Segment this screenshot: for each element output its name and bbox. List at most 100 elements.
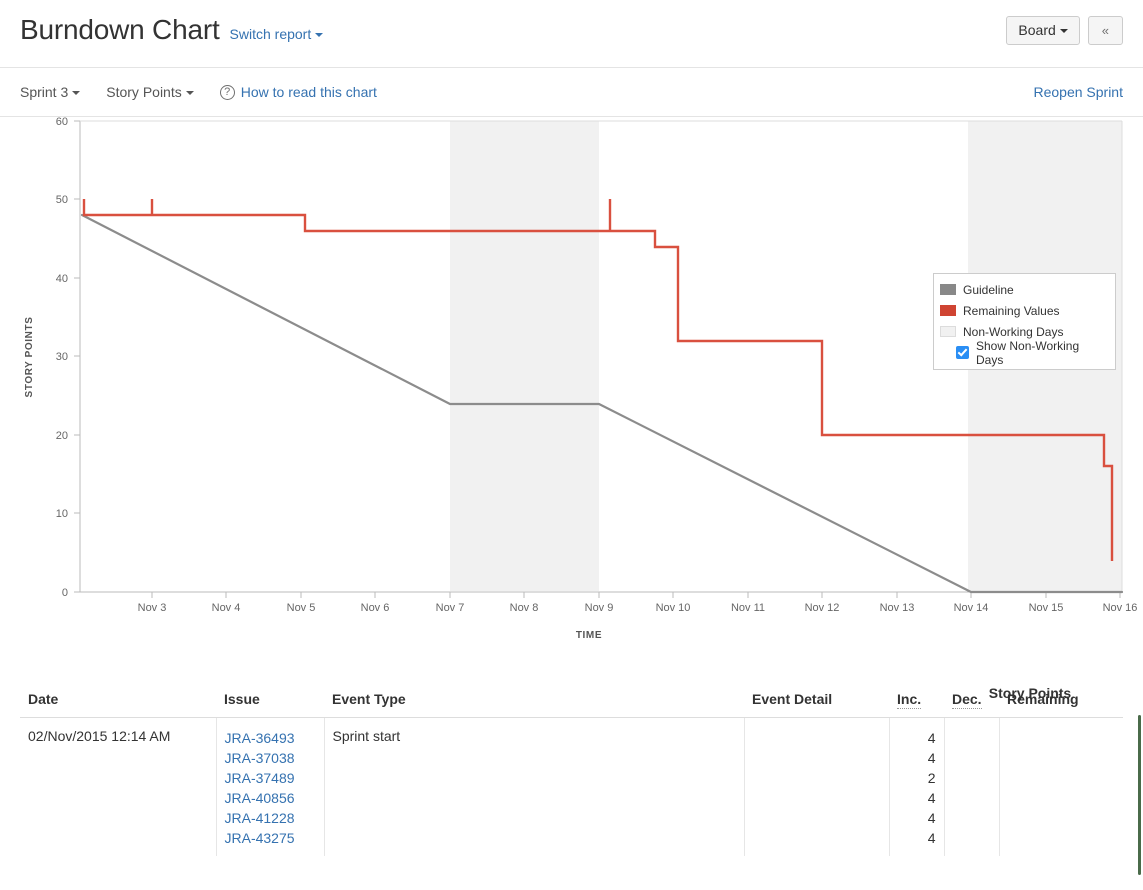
svg-text:10: 10 xyxy=(56,508,68,520)
non-working-band xyxy=(450,121,599,591)
issue-link[interactable]: JRA-36493 xyxy=(224,730,295,746)
svg-text:Nov 4: Nov 4 xyxy=(212,602,241,614)
burndown-chart: 60 50 40 30 20 10 0 STORY POINTS Nov 3 N… xyxy=(0,117,1143,657)
column-header-issue[interactable]: Issue xyxy=(216,685,324,718)
svg-text:Nov 11: Nov 11 xyxy=(731,602,765,614)
svg-text:Nov 7: Nov 7 xyxy=(436,602,465,614)
legend-item-guideline: Guideline xyxy=(940,279,1109,300)
x-axis-ticks: Nov 3 Nov 4 Nov 5 Nov 6 Nov 7 Nov 8 Nov … xyxy=(138,592,1138,614)
show-non-working-days-toggle[interactable]: Show Non-Working Days xyxy=(940,339,1109,367)
cell-dec xyxy=(943,717,999,856)
table-header-row: Date Issue Event Type Event Detail Inc. … xyxy=(20,685,1123,718)
column-header-dec-label: Dec. xyxy=(952,691,982,709)
inc-value: 4 xyxy=(927,730,936,746)
table-row: 02/Nov/2015 12:14 AM JRA-36493 JRA-37038… xyxy=(20,717,1123,856)
checkbox-checked-icon[interactable] xyxy=(956,346,969,359)
chevron-down-icon xyxy=(72,91,81,95)
svg-text:30: 30 xyxy=(56,351,68,363)
chevron-up-icon: « xyxy=(1101,23,1109,38)
board-label: Board xyxy=(1018,22,1056,38)
legend-label-guideline: Guideline xyxy=(963,282,1014,297)
collapse-button[interactable]: « xyxy=(1087,16,1123,45)
inc-value: 4 xyxy=(927,750,936,766)
column-header-dec[interactable]: Dec. xyxy=(944,685,999,718)
svg-text:Nov 5: Nov 5 xyxy=(287,602,316,614)
cell-issues: JRA-36493 JRA-37038 JRA-37489 JRA-40856 … xyxy=(215,717,324,856)
svg-text:Nov 9: Nov 9 xyxy=(585,602,614,614)
svg-text:Nov 13: Nov 13 xyxy=(880,602,915,614)
inc-value: 4 xyxy=(927,830,936,846)
x-axis-title: TIME xyxy=(576,630,602,641)
svg-text:Nov 14: Nov 14 xyxy=(954,602,989,614)
issue-link[interactable]: JRA-43275 xyxy=(224,830,295,846)
cell-event-detail xyxy=(743,717,889,856)
title-row: Burndown Chart Switch report xyxy=(20,0,1123,46)
guideline-line xyxy=(80,213,1124,594)
column-header-inc[interactable]: Inc. xyxy=(889,685,944,718)
metric-selector[interactable]: Story Points xyxy=(106,84,194,100)
svg-text:Nov 3: Nov 3 xyxy=(138,602,167,614)
guideline-swatch-icon xyxy=(940,284,956,295)
non-working-days-swatch-icon xyxy=(940,326,956,337)
cell-event-type: Sprint start xyxy=(323,717,744,856)
svg-text:40: 40 xyxy=(56,273,68,285)
column-header-event-detail[interactable]: Event Detail xyxy=(744,685,889,718)
issue-link[interactable]: JRA-37038 xyxy=(224,750,295,766)
board-dropdown-button[interactable]: Board xyxy=(1006,16,1080,45)
inc-value: 4 xyxy=(927,810,936,826)
svg-text:Nov 8: Nov 8 xyxy=(510,602,539,614)
table-body: 02/Nov/2015 12:14 AM JRA-36493 JRA-37038… xyxy=(20,717,1123,856)
chevron-down-icon xyxy=(1059,29,1068,33)
scrollbar-thumb[interactable] xyxy=(1138,715,1141,875)
metric-label: Story Points xyxy=(106,84,182,100)
svg-text:Nov 6: Nov 6 xyxy=(361,602,390,614)
header-actions: Board « xyxy=(1006,16,1123,45)
svg-text:Nov 15: Nov 15 xyxy=(1029,602,1064,614)
chart-canvas: 60 50 40 30 20 10 0 STORY POINTS Nov 3 N… xyxy=(24,117,1138,641)
legend-item-remaining-values: Remaining Values xyxy=(940,300,1109,321)
svg-text:50: 50 xyxy=(56,194,68,206)
svg-text:Nov 16: Nov 16 xyxy=(1103,602,1138,614)
legend-item-non-working-days: Non-Working Days xyxy=(940,321,1109,342)
cell-date: 02/Nov/2015 12:14 AM xyxy=(28,728,171,744)
remaining-values-swatch-icon xyxy=(940,305,956,316)
how-to-read-label: How to read this chart xyxy=(240,84,377,100)
remaining-values-line xyxy=(82,199,1114,561)
issue-link[interactable]: JRA-37489 xyxy=(224,770,295,786)
story-points-group-header: Story Points xyxy=(988,685,1072,701)
legend-label-non-working-days: Non-Working Days xyxy=(963,324,1064,339)
how-to-read-link[interactable]: ? How to read this chart xyxy=(219,84,377,100)
inc-value: 2 xyxy=(927,770,936,786)
svg-text:60: 60 xyxy=(56,117,68,128)
column-header-remaining[interactable]: Remaining xyxy=(999,685,1123,718)
switch-report-label: Switch report xyxy=(229,26,312,42)
legend-label-remaining-values: Remaining Values xyxy=(963,303,1060,318)
column-header-inc-label: Inc. xyxy=(897,691,922,709)
chevron-down-icon xyxy=(315,33,324,37)
vertical-scrollbar[interactable] xyxy=(1135,715,1143,875)
cell-remaining xyxy=(998,717,1123,856)
sprint-selector[interactable]: Sprint 3 xyxy=(20,84,81,100)
question-mark-icon: ? xyxy=(219,84,235,100)
cell-inc: 4 4 2 4 4 4 xyxy=(888,717,944,856)
svg-text:0: 0 xyxy=(62,587,68,599)
inc-value: 4 xyxy=(927,790,936,806)
show-non-working-days-label: Show Non-Working Days xyxy=(976,338,1080,367)
page-title: Burndown Chart xyxy=(20,14,220,45)
issue-link[interactable]: JRA-40856 xyxy=(224,790,295,806)
reopen-sprint-link[interactable]: Reopen Sprint xyxy=(1033,84,1123,100)
switch-report-link[interactable]: Switch report xyxy=(230,25,324,43)
chart-legend: Guideline Remaining Values Non-Working D… xyxy=(933,273,1116,370)
y-axis-ticks: 60 50 40 30 20 10 0 xyxy=(56,117,80,599)
chevron-down-icon xyxy=(185,91,194,95)
page-header: Burndown Chart Switch report Board « xyxy=(0,0,1143,68)
y-axis-title: STORY POINTS xyxy=(24,317,35,398)
column-header-event-type[interactable]: Event Type xyxy=(324,685,744,718)
svg-text:Nov 12: Nov 12 xyxy=(805,602,840,614)
issue-link[interactable]: JRA-41228 xyxy=(224,810,295,826)
svg-text:20: 20 xyxy=(56,430,68,442)
report-toolbar: Sprint 3 Story Points ? How to read this… xyxy=(0,68,1143,117)
svg-text:Nov 10: Nov 10 xyxy=(656,602,691,614)
sprint-label: Sprint 3 xyxy=(20,84,69,100)
column-header-date[interactable]: Date xyxy=(20,685,216,718)
